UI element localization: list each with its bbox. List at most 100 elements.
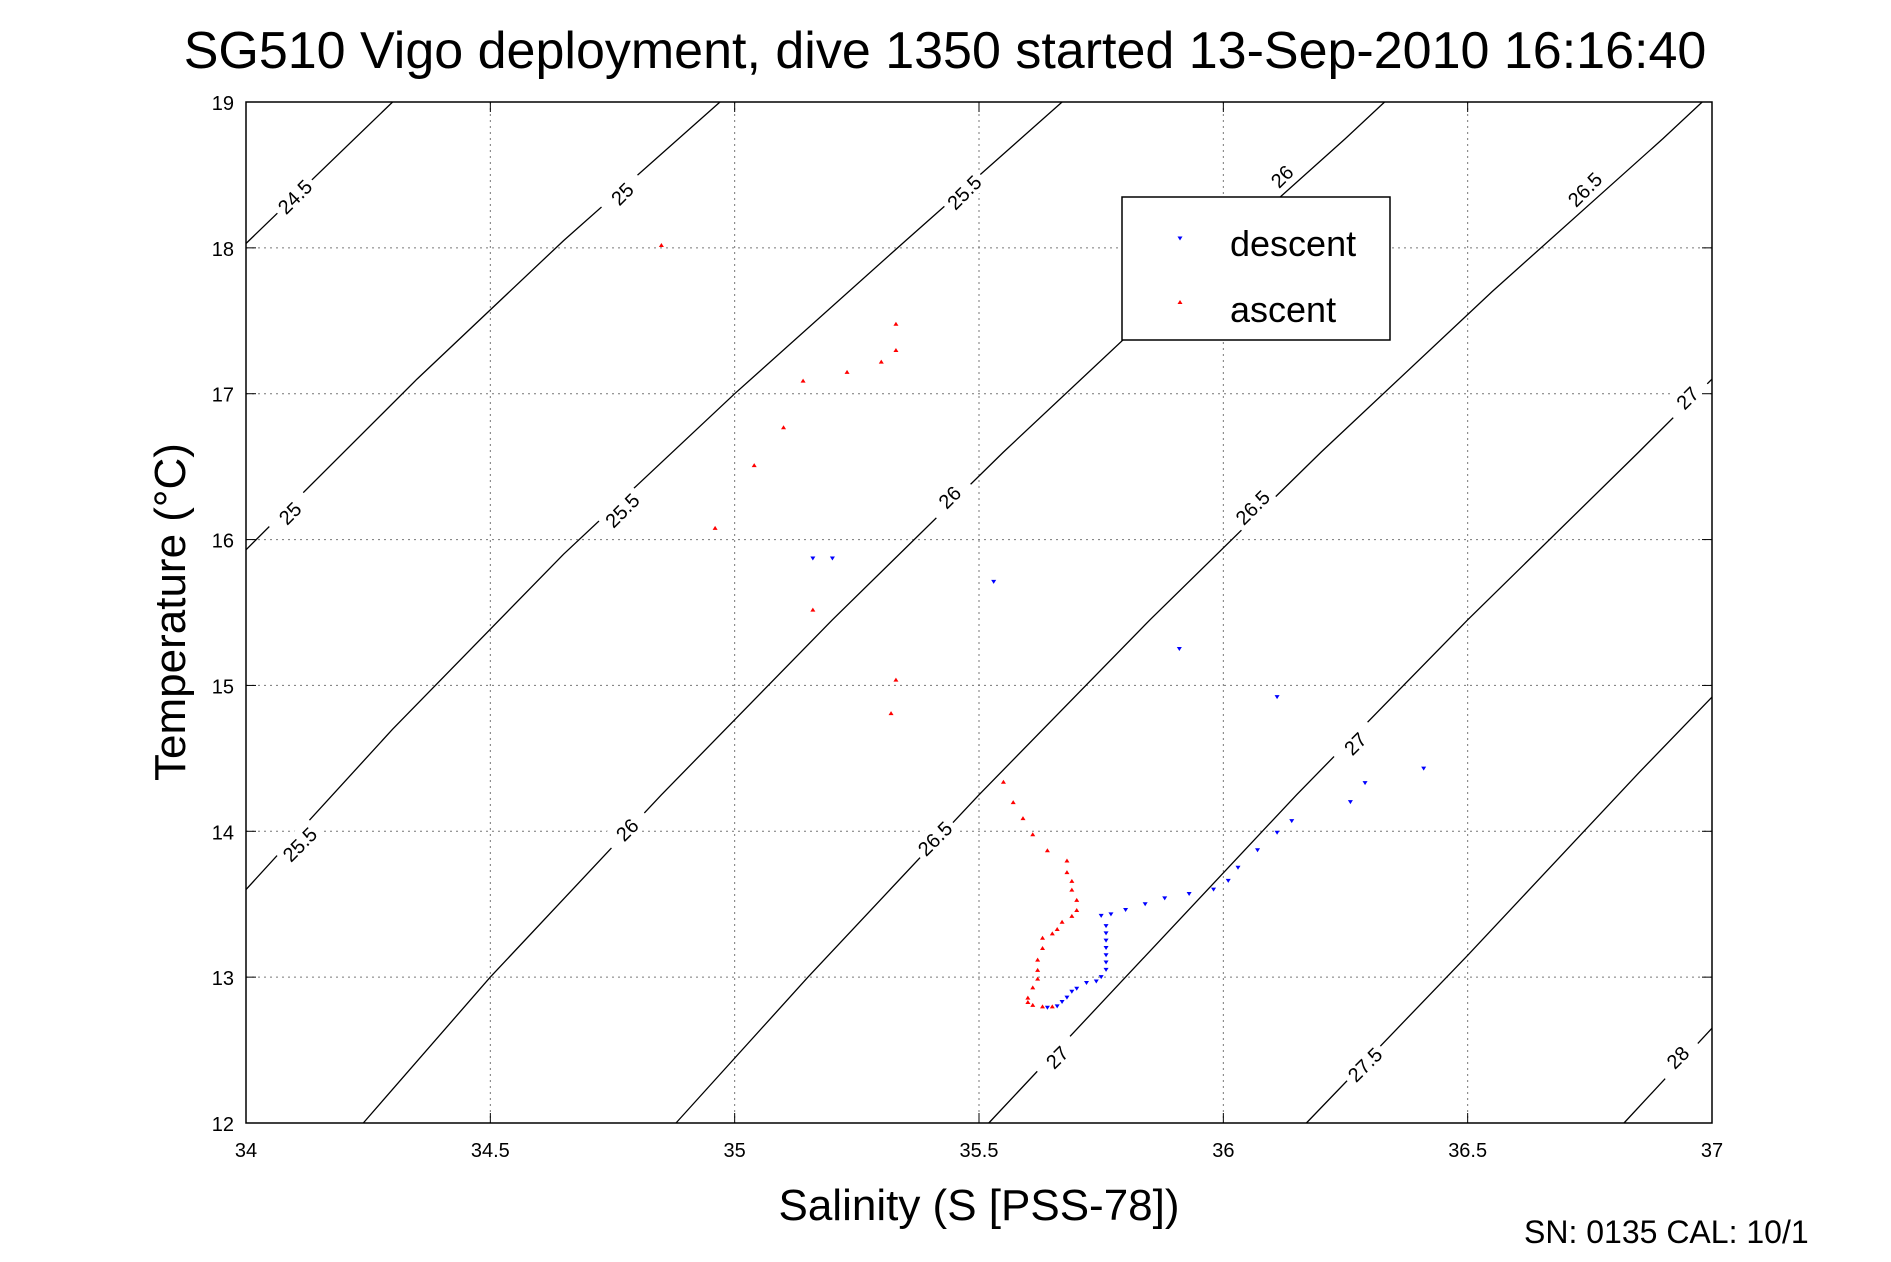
descent-point [1103, 938, 1109, 943]
isopycnal-label-background [268, 170, 320, 222]
isopycnal-label-background [923, 471, 975, 523]
isopycnal-label-background [596, 484, 648, 536]
descent-point [1142, 902, 1148, 907]
y-axis-label: Temperature (°C) [146, 443, 195, 781]
isopycnal-line [245, 101, 394, 244]
ascent-point [1040, 945, 1046, 950]
y-tick-label: 17 [212, 385, 234, 407]
isopycnal-line [675, 101, 1703, 1124]
ascent-point [810, 607, 816, 612]
descent-point [1108, 912, 1114, 917]
descent-point [1347, 800, 1353, 805]
x-tick-label: 35.5 [960, 1140, 999, 1162]
chart-title: SG510 Vigo deployment, dive 1350 started… [184, 22, 1707, 80]
y-tick-label: 12 [212, 1114, 234, 1136]
descent-point [1103, 953, 1109, 958]
ascent-point [1035, 967, 1041, 972]
ascent-point [1000, 779, 1006, 784]
y-tick-label: 15 [212, 676, 234, 698]
isopycnal-label-background [1031, 1031, 1082, 1083]
legend-descent-marker [1177, 236, 1183, 241]
isopycnal-label-background [263, 487, 315, 539]
ascent-point [1054, 927, 1060, 932]
descent-point [1123, 908, 1129, 913]
descent-point [1274, 830, 1280, 835]
ascent-point [1025, 999, 1031, 1004]
ascent-point [1035, 957, 1041, 962]
isopycnal-label-background [1558, 163, 1610, 215]
isopycnal-label-background [1651, 1031, 1703, 1083]
ascent-point [1064, 858, 1070, 863]
isopycnal-line [245, 101, 1063, 891]
descent-point [1255, 848, 1261, 853]
x-tick-label: 34.5 [471, 1140, 510, 1162]
isopycnal-label-background [1329, 717, 1381, 769]
descent-point [1098, 913, 1104, 918]
descent-point [1289, 819, 1295, 824]
ascent-point [712, 525, 718, 530]
isopycnal-line [362, 101, 1386, 1124]
descent-point [1103, 924, 1109, 929]
grid-lines [246, 102, 1712, 1123]
ascent-point [1025, 995, 1031, 1000]
descent-point [1084, 980, 1090, 985]
descent-point [810, 556, 816, 561]
descent-point [1186, 892, 1192, 897]
x-tick-label: 36.5 [1448, 1140, 1487, 1162]
isopycnal-label-background [1661, 371, 1713, 423]
isopycnal-label-background [601, 803, 652, 855]
isopycnal-line [988, 378, 1713, 1124]
ascent-point [1064, 870, 1070, 875]
isopycnal-label-background [1255, 150, 1307, 202]
y-tick-label: 13 [212, 968, 234, 990]
descent-point [991, 579, 997, 584]
x-tick-label: 36 [1212, 1140, 1234, 1162]
isopycnal-label-background [596, 167, 648, 219]
ascent-point [878, 359, 884, 364]
ascent-point [893, 347, 899, 352]
descent-point [1064, 995, 1070, 1000]
isopycnal-label-background [1226, 481, 1278, 533]
y-axis-ticks: 12 13 14 15 16 17 18 19 [212, 93, 1712, 1136]
y-tick-label: 14 [212, 822, 234, 844]
legend-box [1121, 196, 1391, 341]
ascent-point [1049, 1004, 1055, 1009]
y-tick-label: 18 [212, 239, 234, 261]
ascent-point [800, 378, 806, 383]
ascent-point [893, 321, 899, 326]
isopycnal-label-background [938, 166, 990, 218]
isopycnal-label-background [273, 818, 325, 870]
descent-point [1274, 695, 1280, 700]
isopycnal-line [245, 101, 721, 551]
y-tick-label: 16 [212, 531, 234, 553]
legend-ascent-label: ascent [1230, 289, 1336, 330]
ascent-point [1049, 931, 1055, 936]
descent-point [829, 556, 835, 561]
y-tick-label: 19 [212, 93, 234, 115]
descent-point [1103, 945, 1109, 950]
ascent-point [844, 369, 850, 374]
descent-point [1098, 975, 1104, 980]
legend-descent-label: descent [1230, 223, 1356, 264]
legend: descent ascent [1121, 196, 1391, 341]
ascent-point [1069, 878, 1075, 883]
descent-point [1362, 781, 1368, 786]
descent-point [1421, 766, 1427, 771]
isopycnal-labels: 24.5252525.525.525.526262626.526.526.527… [263, 150, 1713, 1090]
x-tick-label: 34 [235, 1140, 257, 1162]
descent-point [1093, 979, 1099, 984]
ascent-point [1074, 908, 1080, 913]
ascent-point [1035, 976, 1041, 981]
descent-point [1225, 878, 1231, 883]
ascent-point [1059, 919, 1065, 924]
ascent-point [1040, 935, 1046, 940]
isopycnal-label-background [908, 812, 960, 864]
ascent-point [1069, 913, 1075, 918]
ascent-point [1020, 816, 1026, 821]
descent-point [1103, 931, 1109, 936]
x-axis-label: Salinity (S [PSS-78]) [778, 1181, 1179, 1230]
ascent-point [1030, 985, 1036, 990]
descent-point [1054, 1004, 1060, 1009]
data-points [658, 242, 1427, 1010]
descent-point [1235, 865, 1241, 870]
